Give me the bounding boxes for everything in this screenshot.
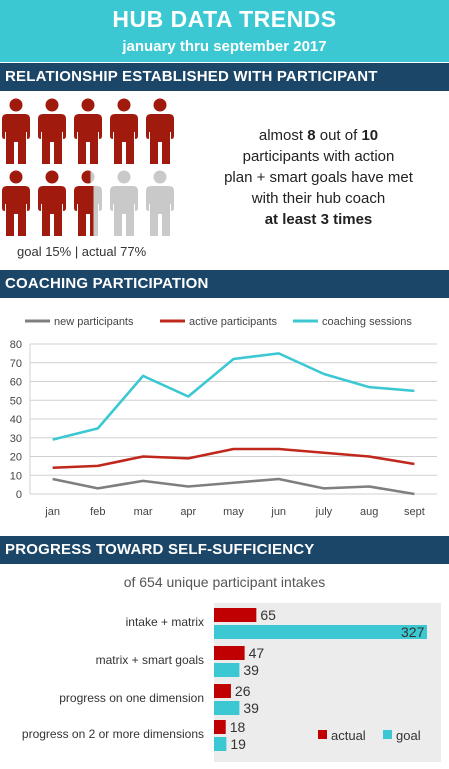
legend-swatch (383, 730, 392, 739)
x-tick-label: jan (44, 506, 60, 518)
statement-line-3: plan + smart goals have met (224, 169, 413, 186)
person-icon (146, 170, 174, 236)
bar-goal (214, 737, 227, 751)
x-tick-label: sept (404, 506, 425, 518)
x-tick-label: feb (90, 506, 105, 518)
x-tick-label: july (315, 506, 333, 518)
category-label: progress on one dimension (59, 691, 204, 705)
statement-line-5: at least 3 times (264, 211, 373, 228)
x-tick-label: mar (134, 506, 153, 518)
y-tick-label: 80 (10, 339, 22, 351)
goal-actual-text: goal 15% | actual 77% (17, 244, 147, 259)
legend-label: goal (396, 728, 421, 743)
bar-value-label: 47 (249, 645, 265, 661)
legend-label: coaching sessions (322, 316, 412, 328)
section-title-relationship: RELATIONSHIP ESTABLISHED WITH PARTICIPAN… (0, 63, 449, 91)
bar-value-label: 65 (260, 607, 276, 623)
x-tick-label: may (223, 506, 244, 518)
bar-goal (214, 701, 240, 715)
y-tick-label: 20 (10, 452, 22, 464)
person-icon (110, 98, 138, 164)
y-tick-label: 60 (10, 377, 22, 389)
bar-actual (214, 608, 257, 622)
bar-actual (214, 720, 226, 734)
series-line (52, 352, 415, 441)
person-icon (146, 98, 174, 164)
y-tick-label: 0 (16, 489, 22, 501)
person-icon (2, 98, 30, 164)
bar-value-label: 327 (401, 624, 425, 640)
y-tick-label: 40 (10, 414, 22, 426)
x-tick-label: aug (360, 506, 378, 518)
bar-value-label: 19 (230, 736, 246, 752)
y-tick-label: 10 (10, 470, 22, 482)
bar-goal (214, 663, 240, 677)
x-tick-label: jun (270, 506, 286, 518)
x-tick-label: apr (180, 506, 196, 518)
section-title-progress: PROGRESS TOWARD SELF-SUFFICIENCY (0, 536, 449, 564)
category-label: matrix + smart goals (96, 653, 204, 667)
y-tick-label: 70 (10, 358, 22, 370)
bar-actual (214, 684, 231, 698)
y-tick-label: 30 (10, 433, 22, 445)
legend-label: active participants (189, 316, 278, 328)
bar-value-label: 26 (235, 683, 251, 699)
statement-line-2: participants with action (242, 148, 395, 165)
category-label: progress on 2 or more dimensions (22, 727, 204, 741)
bar-value-label: 18 (230, 719, 246, 735)
person-icon (38, 98, 66, 164)
y-tick-label: 50 (10, 395, 22, 407)
statement-line-1: almost 8 out of 10 (258, 127, 379, 144)
bar-value-label: 39 (243, 662, 259, 678)
bar-value-label: 39 (243, 700, 259, 716)
page-subtitle: january thru september 2017 (122, 38, 327, 55)
person-icon (74, 170, 102, 236)
series-line (52, 447, 415, 470)
person-icon (110, 170, 138, 236)
legend-label: actual (331, 728, 366, 743)
bar-goal (214, 625, 427, 639)
bar-actual (214, 646, 245, 660)
progress-bar-chart: intake + matrix 65 327 matrix + smart goals… (22, 603, 441, 762)
statement-line-4: with their hub coach (251, 190, 386, 207)
people-pictogram (2, 98, 174, 236)
section-title-coaching: COACHING PARTICIPATION (0, 270, 449, 298)
person-icon (2, 170, 30, 236)
page-title: HUB DATA TRENDS (112, 6, 337, 32)
coaching-line-chart: new participants active participants coach… (10, 316, 437, 518)
legend-label: new participants (54, 316, 134, 328)
series-line (52, 477, 415, 496)
category-label: intake + matrix (126, 615, 204, 629)
person-icon (38, 170, 66, 236)
progress-subtitle: of 654 unique participant intakes (123, 574, 326, 590)
person-icon (74, 98, 102, 164)
legend-swatch (318, 730, 327, 739)
header-banner: HUB DATA TRENDS january thru september 2… (0, 0, 449, 62)
relationship-statement: almost 8 out of 10 participants with act… (196, 125, 441, 230)
